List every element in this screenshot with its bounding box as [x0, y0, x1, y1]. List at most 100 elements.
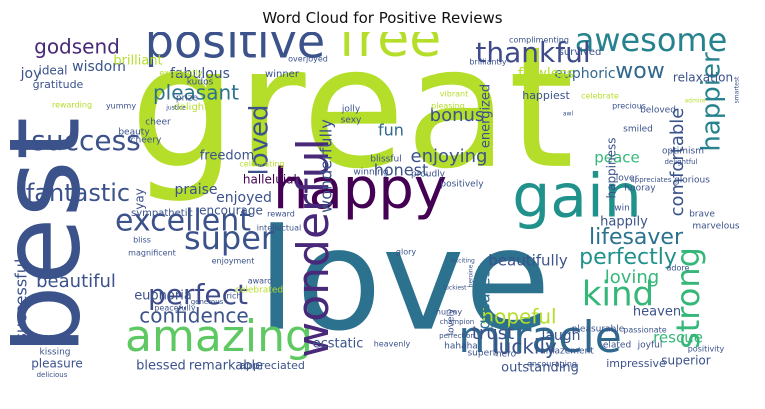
- word-kudos: kudos: [187, 78, 214, 88]
- word-praise: praise: [174, 182, 217, 198]
- word-hopeful: hopeful: [481, 305, 556, 329]
- word-gain: gain: [512, 162, 642, 232]
- word-glorious: glorious: [674, 176, 710, 186]
- word-outstanding: outstanding: [501, 361, 579, 376]
- word-amazing: amazing: [125, 311, 313, 362]
- word-delicious: delicious: [37, 371, 68, 379]
- word-super: super: [184, 219, 275, 257]
- word-win: win: [614, 204, 630, 214]
- word-great: great: [130, 32, 574, 206]
- word-brave: brave: [689, 210, 715, 220]
- word-bliss: bliss: [133, 236, 151, 245]
- word-success: success: [31, 124, 141, 157]
- word-joyful: joyful: [637, 341, 663, 351]
- word-wonderful: wonderful: [288, 138, 339, 357]
- word-positivity: positivity: [688, 345, 725, 354]
- word-strong: strong: [669, 247, 707, 349]
- word-greatest: greatest: [475, 263, 494, 330]
- word-appreciates: appreciates: [631, 176, 672, 184]
- word-luckily: luckily: [493, 335, 557, 359]
- word-delightful: delightful: [664, 158, 697, 166]
- word-winner: winner: [265, 69, 300, 80]
- word-amazement: amazement: [540, 347, 594, 357]
- word-impressive: impressive: [606, 357, 666, 370]
- word-positively: positively: [440, 180, 484, 190]
- word-blessed: blessed: [136, 359, 186, 374]
- word-free: free: [339, 32, 442, 69]
- word-joy: joy: [20, 66, 42, 82]
- word-pleasure: pleasure: [31, 357, 83, 371]
- word-celebrate: celebrate: [581, 92, 619, 101]
- word-hooray: hooray: [624, 184, 656, 194]
- word-wow: wow: [615, 59, 664, 84]
- word-perfectly: perfectly: [579, 245, 677, 270]
- word-elated: elated: [603, 341, 631, 351]
- word-happiness: happiness: [605, 137, 619, 198]
- word-beloved: beloved: [640, 106, 676, 116]
- word-hallelujah: hallelujah: [243, 173, 301, 187]
- word-marvelous: marvelous: [692, 222, 740, 232]
- word-relaxation: relaxation: [673, 71, 733, 85]
- word-wonderfully: wonderfully: [317, 119, 336, 213]
- word-enjoyment: enjoyment: [212, 257, 255, 266]
- word-happier: happier: [697, 52, 727, 152]
- word-pleasant: pleasant: [153, 81, 239, 105]
- word-thankful: thankful: [475, 36, 590, 69]
- word-vibrant: vibrant: [440, 90, 468, 99]
- word-yay: yay: [133, 188, 147, 210]
- word-loving: loving: [605, 267, 660, 288]
- word-brilliant: brilliant: [113, 54, 162, 69]
- word-sympathetic: sympathetic: [131, 208, 193, 219]
- word-happy: happy: [273, 157, 447, 222]
- word-confidence: confidence: [139, 304, 248, 328]
- word-celebrating: celebrating: [239, 160, 284, 169]
- word-luckiest: luckiest: [443, 285, 467, 292]
- word-smiled: smiled: [623, 125, 653, 135]
- word-sexy: sexy: [341, 116, 362, 126]
- word-lifesaver: lifesaver: [589, 225, 684, 250]
- word-encouraging: encouraging: [527, 360, 577, 369]
- word-overjoyed: overjoyed: [288, 55, 328, 64]
- word-celebrated: celebrated: [235, 286, 283, 296]
- word-magnificent: magnificent: [128, 249, 176, 258]
- word-cheerful: cheerful: [22, 334, 71, 348]
- word-yummy: yummy: [106, 102, 136, 111]
- word-godsend: godsend: [34, 35, 120, 59]
- word-excellently: excellently: [159, 69, 202, 78]
- word-exciting: exciting: [451, 258, 475, 265]
- word-excellent: excellent: [115, 204, 251, 239]
- word-positive: positive: [145, 32, 325, 69]
- word-survived: survived: [559, 47, 602, 58]
- word-wisdom: wisdom: [72, 59, 126, 75]
- word-beautiful: beautiful: [36, 271, 116, 292]
- word-bonus: bonus: [430, 105, 485, 126]
- word-jolly: jolly: [341, 105, 361, 115]
- word-gratitude: gratitude: [33, 78, 84, 91]
- word-adore: adore: [667, 264, 690, 273]
- word-champion: champion: [440, 318, 475, 326]
- word-rescue: rescue: [653, 329, 703, 347]
- word-enjoying: enjoying: [411, 146, 488, 167]
- word-cheer: cheer: [145, 118, 171, 128]
- word-passionate: passionate: [623, 326, 667, 335]
- word-smartest: smartest: [734, 76, 741, 103]
- word-love: love: [257, 200, 551, 363]
- word-euphoria: euphoria: [134, 289, 192, 304]
- word-reward: reward: [267, 210, 295, 219]
- word-pleasing: pleasing: [431, 102, 465, 111]
- word-hero: hero: [496, 350, 517, 360]
- word-awl: awl: [563, 111, 574, 118]
- word-lovely: lovely: [447, 308, 457, 335]
- word-complimenting: complimenting: [509, 36, 569, 45]
- word-hahaha: hahaha: [444, 342, 478, 352]
- word-euphoric: euphoric: [554, 66, 615, 82]
- word-ideal: ideal: [38, 64, 67, 78]
- word-energized: energized: [479, 84, 494, 148]
- chart-title: Word Cloud for Positive Reviews: [262, 9, 503, 27]
- word-fantastic: fantastic: [26, 179, 130, 207]
- word-optimism: optimism: [662, 147, 704, 157]
- word-remarkable: remarkable: [189, 359, 263, 374]
- word-hurray: hurray: [436, 308, 462, 317]
- word-ecstatic: ecstatic: [313, 337, 364, 352]
